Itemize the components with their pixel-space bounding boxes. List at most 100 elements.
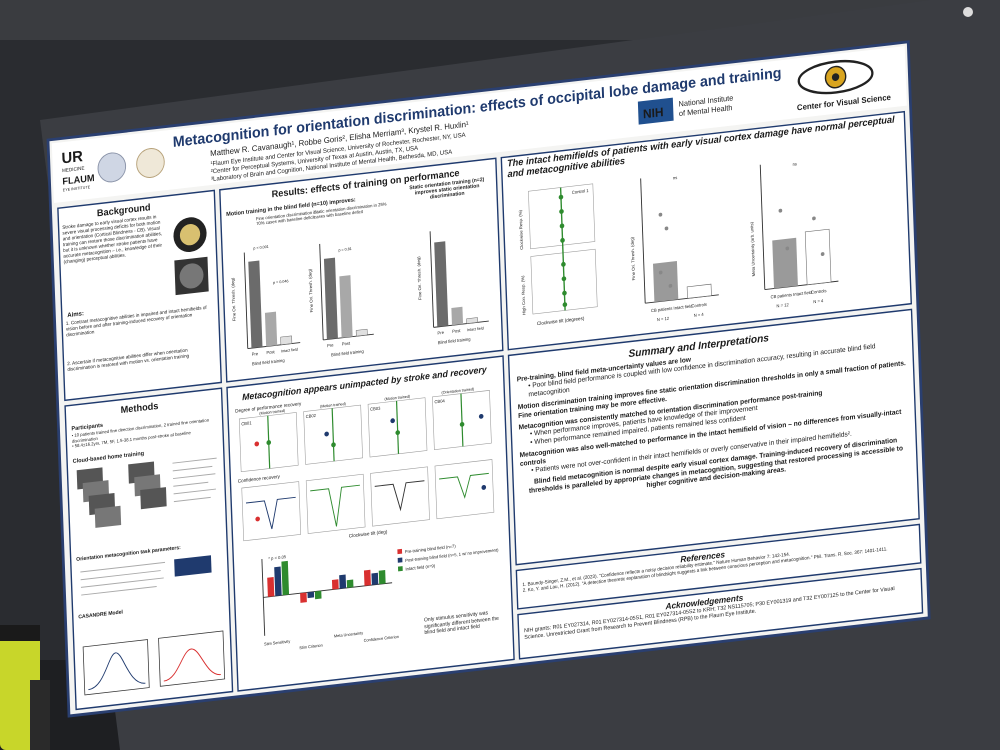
bar-chart-motion-fine: p < 0.001 p = 0.046 Fine Ori. Thresh. (d…: [230, 245, 301, 367]
bar-intact: [355, 328, 368, 337]
svg-text:Clockwise tilt (degrees): Clockwise tilt (degrees): [537, 316, 585, 327]
svg-text:CB02: CB02: [306, 413, 317, 419]
poster-header: [51, 46, 907, 203]
svg-text:Fine Ori. Thresh. (deg): Fine Ori. Thresh. (deg): [307, 268, 313, 313]
svg-text:CB patients Intact field: CB patients Intact field: [771, 290, 813, 300]
svg-text:Pre: Pre: [437, 330, 444, 336]
panel-metacognition: [226, 355, 515, 692]
logo-ur: UR MEDICINE FLAUM EYE INSTITUTE: [61, 148, 95, 193]
panel-references: [515, 523, 922, 610]
svg-text:Blind field training: Blind field training: [252, 358, 285, 367]
svg-text:N = 12: N = 12: [657, 316, 670, 323]
bar-pre: [248, 260, 263, 349]
svg-text:Clockwise tilt (deg): Clockwise tilt (deg): [349, 529, 388, 539]
svg-text:Controls: Controls: [691, 302, 707, 309]
panel-heading: Methods: [120, 400, 158, 416]
metacog-psychometric-row-2: [241, 459, 495, 542]
svg-text:Meta Uncertainty: Meta Uncertainty: [334, 630, 363, 638]
svg-text:Pre: Pre: [327, 342, 334, 348]
svg-text:Pre-training blind field (n=7): Pre-training blind field (n=7): [405, 543, 457, 554]
svg-text:ns: ns: [673, 175, 678, 181]
svg-text:Fine Ori. Thresh. (deg): Fine Ori. Thresh. (deg): [230, 277, 236, 322]
svg-text:NIH: NIH: [643, 105, 664, 122]
svg-text:EYE INSTITUTE: EYE INSTITUTE: [63, 185, 91, 192]
svg-text:CB patients Intact field: CB patients Intact field: [651, 303, 693, 313]
svg-text:(Motion trained): (Motion trained): [320, 402, 347, 409]
svg-text:p = 0.81: p = 0.81: [338, 247, 352, 253]
pushpin-icon: [963, 7, 973, 17]
svg-text:Controls: Controls: [811, 288, 827, 295]
svg-text:ns: ns: [792, 161, 797, 167]
panel-intact-hemifields: [500, 110, 912, 351]
metacog-psychometric-row-1: CB01 CB02 CB03 CB04 (Motion trained) (Mo…: [238, 387, 492, 473]
eye-logo-icon: [797, 59, 874, 95]
bar-cb: [772, 237, 798, 289]
svg-text:Blind field training: Blind field training: [438, 336, 471, 345]
metacog-bar-chart: * p < 0.05 Stim Sensitivity Stim Criteri…: [261, 554, 399, 650]
bar-chart-static-training: Fine Ori. Thresh. (deg) Pre Post Intact …: [416, 231, 489, 345]
seal-logo-icon: [136, 148, 165, 178]
bar-controls: [686, 283, 712, 299]
svg-text:UR: UR: [61, 148, 83, 168]
svg-text:Clockwise Resp. (%): Clockwise Resp. (%): [518, 209, 524, 250]
svg-text:Fine Ori. Thresh. (deg): Fine Ori. Thresh. (deg): [416, 256, 422, 301]
svg-text:Meta Uncertainty (arb. units): Meta Uncertainty (arb. units): [749, 221, 756, 277]
dot-bar-meta: ns Meta Uncertainty (arb. units) CB pati…: [749, 161, 839, 309]
svg-text:Blind field training: Blind field training: [331, 349, 364, 358]
panel-results-training: [219, 157, 504, 383]
svg-text:MEDICINE: MEDICINE: [62, 166, 85, 174]
svg-text:CB03: CB03: [370, 405, 381, 411]
svg-text:N = 4: N = 4: [694, 312, 705, 318]
svg-text:Stim Sensitivity: Stim Sensitivity: [264, 638, 290, 646]
svg-text:CB04: CB04: [434, 398, 445, 404]
bar-chart-motion-static: p = 0.81 Fine Ori. Thresh. (deg) Pre Pos…: [307, 243, 374, 358]
svg-text:(Orientation trained): (Orientation trained): [441, 387, 475, 395]
bar-post: [339, 275, 353, 338]
yellow-bottle: [0, 625, 50, 750]
bar-cb: [653, 261, 679, 303]
svg-text:N = 4: N = 4: [813, 298, 824, 304]
svg-text:Pre: Pre: [252, 351, 259, 357]
background-text: Stroke damage to early visual cortex res…: [62, 214, 162, 265]
svg-text:Intact field: Intact field: [281, 347, 298, 353]
svg-text:FLAUM: FLAUM: [62, 172, 95, 187]
methods-diagram: [76, 457, 217, 528]
panel-summary: [507, 308, 920, 566]
bar-intact: [466, 317, 478, 324]
svg-text:Confidence recovery: Confidence recovery: [238, 474, 281, 484]
psychometric-plots: Control 1 Clockwise Resp. (%) High Con. …: [518, 183, 598, 327]
nih-logo-icon: [637, 97, 674, 125]
svg-text:CASANDRE Model: CASANDRE Model: [78, 609, 123, 620]
bar-pre: [323, 257, 338, 340]
bar-intact: [280, 335, 293, 346]
bar-post: [451, 306, 464, 326]
panel-acknowledgements: [517, 567, 924, 660]
svg-text:Post: Post: [342, 340, 351, 346]
svg-text:Aims:: Aims:: [67, 310, 84, 319]
model-diagram: [82, 639, 150, 696]
svg-text:Intact field: Intact field: [467, 326, 484, 332]
svg-text:CB01: CB01: [241, 420, 252, 426]
svg-text:Intact field (n=9): Intact field (n=9): [405, 563, 435, 572]
svg-text:Post: Post: [452, 328, 461, 334]
svg-text:Fine Ori. Thresh. (deg): Fine Ori. Thresh. (deg): [630, 236, 636, 281]
svg-text:Post: Post: [266, 349, 275, 355]
poster: UR MEDICINE FLAUM EYE INSTITUTE Metacogn…: [46, 40, 931, 718]
svg-text:Control 1: Control 1: [572, 188, 590, 195]
dot-bar-fine-ori: ns Fine Ori. Thresh. (deg) CB patients I…: [630, 175, 719, 323]
svg-text:p < 0.001: p < 0.001: [253, 245, 269, 251]
svg-text:Confidence Criterion: Confidence Criterion: [364, 634, 399, 643]
bar-post: [264, 311, 278, 347]
svg-text:* p < 0.05: * p < 0.05: [268, 554, 287, 561]
stimulus-image: [174, 555, 212, 577]
brain-logo-icon: [97, 152, 127, 183]
svg-text:(Motion trained): (Motion trained): [384, 394, 411, 401]
svg-text:High Con. Resp. (%): High Con. Resp. (%): [520, 275, 526, 316]
svg-text:(Motion trained): (Motion trained): [259, 409, 286, 416]
bar-controls: [804, 228, 832, 286]
svg-text:Participants: Participants: [71, 423, 103, 433]
svg-text:Stim Criterion: Stim Criterion: [299, 642, 323, 650]
svg-text:N = 12: N = 12: [776, 302, 789, 309]
svg-text:p = 0.046: p = 0.046: [273, 279, 289, 285]
